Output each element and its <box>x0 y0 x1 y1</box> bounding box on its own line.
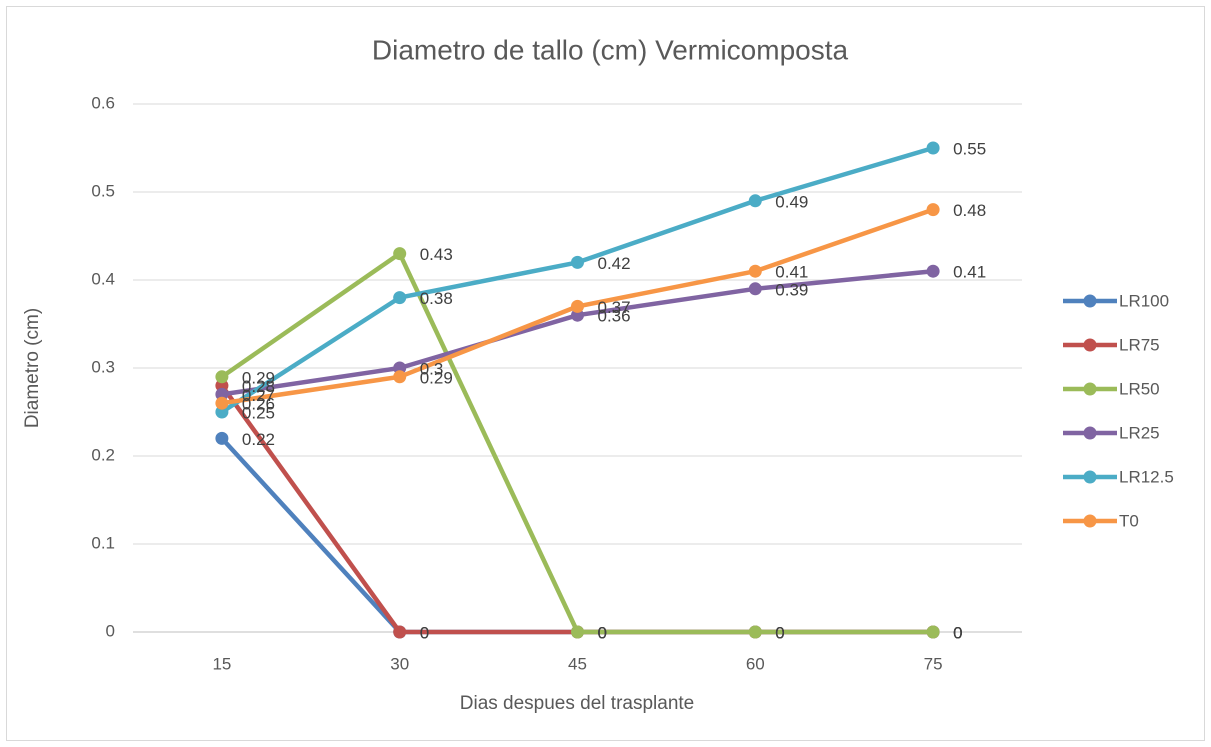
y-tick-label: 0 <box>106 621 115 640</box>
legend-label: LR12.5 <box>1119 467 1174 486</box>
x-tick-label: 45 <box>568 654 587 673</box>
y-tick-label: 0.3 <box>91 357 115 376</box>
x-axis-label: Dias despues del trasplante <box>460 693 694 714</box>
legend-label: LR75 <box>1119 335 1160 354</box>
data-point <box>926 141 940 155</box>
data-label: 0 <box>775 623 784 642</box>
data-point <box>215 370 229 384</box>
data-label: 0 <box>953 623 962 642</box>
data-point <box>393 625 407 639</box>
data-label: 0.22 <box>242 430 275 449</box>
data-label: 0.25 <box>242 403 275 422</box>
legend-marker <box>1083 382 1097 396</box>
data-point <box>571 255 584 269</box>
data-label: 0.3 <box>420 359 444 378</box>
data-label: 0.55 <box>953 139 986 158</box>
data-label: 0.43 <box>420 245 453 264</box>
data-label: 0 <box>598 623 607 642</box>
data-point <box>215 396 229 410</box>
legend-marker <box>1083 514 1097 528</box>
data-label: 0 <box>420 623 429 642</box>
data-label: 0.49 <box>775 192 808 211</box>
data-point <box>748 282 762 296</box>
data-label: 0.29 <box>242 368 275 387</box>
y-tick-label: 0.1 <box>91 533 115 552</box>
data-label: 0 <box>598 623 607 642</box>
data-point <box>215 431 229 445</box>
data-label: 0.48 <box>953 201 986 220</box>
data-point <box>926 264 940 278</box>
data-point <box>393 291 407 305</box>
data-label: 0.26 <box>242 395 275 414</box>
data-point <box>748 625 762 639</box>
y-tick-label: 0.2 <box>91 445 115 464</box>
data-point <box>393 370 407 384</box>
legend-label: LR100 <box>1119 291 1169 310</box>
data-label: 0 <box>775 623 784 642</box>
legend-marker <box>1083 338 1097 352</box>
data-point <box>571 625 584 639</box>
data-label: 0 <box>775 623 784 642</box>
data-point <box>748 194 762 208</box>
data-label: 0 <box>420 623 429 642</box>
data-label: 0.41 <box>775 263 808 282</box>
chart-title: Diametro de tallo (cm) Vermicomposta <box>372 34 849 65</box>
legend-marker <box>1083 470 1097 484</box>
data-point <box>748 264 762 278</box>
chart-border <box>6 6 1205 741</box>
data-label: 0.38 <box>420 289 453 308</box>
data-label: 0.27 <box>242 386 275 405</box>
data-label: 0.39 <box>775 280 808 299</box>
legend-label: T0 <box>1119 511 1139 530</box>
x-tick-label: 75 <box>924 654 943 673</box>
data-label: 0.37 <box>598 298 631 317</box>
data-label: 0.36 <box>598 307 631 326</box>
x-tick-label: 30 <box>390 654 409 673</box>
y-axis-label: Diametro (cm) <box>22 308 43 428</box>
x-tick-label: 15 <box>212 654 231 673</box>
data-label: 0.42 <box>598 254 631 273</box>
data-label: 0 <box>598 623 607 642</box>
data-label: 0 <box>953 623 962 642</box>
data-label: 0 <box>953 623 962 642</box>
y-tick-label: 0.5 <box>91 181 115 200</box>
legend-label: LR50 <box>1119 379 1160 398</box>
data-point <box>926 625 940 639</box>
data-point <box>571 299 584 313</box>
data-label: 0.41 <box>953 263 986 282</box>
x-tick-label: 60 <box>746 654 765 673</box>
legend-label: LR25 <box>1119 423 1160 442</box>
legend-marker <box>1083 294 1097 308</box>
y-tick-label: 0.4 <box>91 269 115 288</box>
legend-marker <box>1083 426 1097 440</box>
data-point <box>926 203 940 217</box>
data-label: 0.28 <box>242 377 275 396</box>
data-label: 0.29 <box>420 368 453 387</box>
y-tick-label: 0.6 <box>91 93 115 112</box>
data-point <box>393 247 407 261</box>
